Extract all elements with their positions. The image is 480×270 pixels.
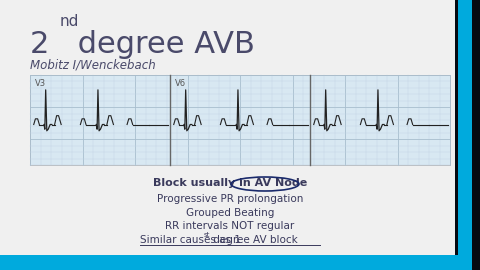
Text: degree AV block: degree AV block xyxy=(210,235,298,245)
Text: st: st xyxy=(204,232,210,238)
Text: V3: V3 xyxy=(35,79,46,88)
Text: V6: V6 xyxy=(175,79,186,88)
Text: Grouped Beating: Grouped Beating xyxy=(186,208,274,218)
Text: 2: 2 xyxy=(30,30,49,59)
Text: nd: nd xyxy=(60,14,79,29)
Text: Progressive PR prolongation: Progressive PR prolongation xyxy=(157,194,303,204)
Text: Similar causes as 1: Similar causes as 1 xyxy=(140,235,241,245)
Text: Mobitz I/Wenckebach: Mobitz I/Wenckebach xyxy=(30,58,156,71)
Text: degree AVB: degree AVB xyxy=(68,30,255,59)
Bar xyxy=(455,0,480,270)
Bar xyxy=(458,0,472,270)
Bar xyxy=(0,255,458,270)
Bar xyxy=(30,75,450,165)
Text: RR intervals NOT regular: RR intervals NOT regular xyxy=(166,221,295,231)
Text: Block usually in AV Node: Block usually in AV Node xyxy=(153,178,307,188)
